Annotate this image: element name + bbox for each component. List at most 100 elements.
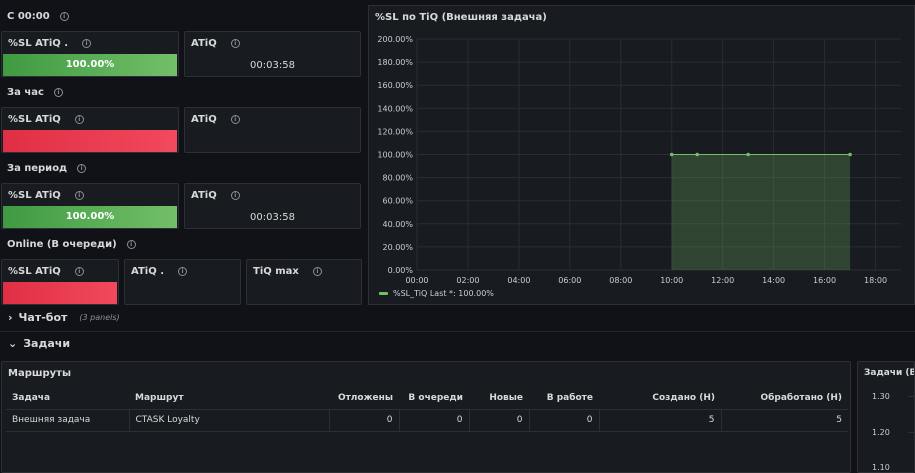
data-point <box>848 152 852 157</box>
row-panel-count: (3 panels) <box>79 313 120 322</box>
info-icon[interactable]: i <box>230 115 240 124</box>
panel-header: ATiQ . i <box>131 266 187 277</box>
column-header[interactable]: Задача <box>6 387 129 410</box>
routes-panel[interactable]: Маршруты Задача Маршрут Отложены В очере… <box>1 361 851 473</box>
stat-atiq-since[interactable]: ATiQ i 00:03:58 <box>184 31 361 77</box>
y-tick-label: 1.10 <box>872 463 890 472</box>
info-icon[interactable]: i <box>230 39 240 48</box>
column-header[interactable]: Создано (Н) <box>599 387 721 410</box>
y-tick-label: 1.30 <box>872 392 890 401</box>
info-icon[interactable]: i <box>230 191 240 200</box>
panel-title: %SL ATiQ <box>8 190 61 201</box>
panel-title: ATiQ . <box>131 266 164 277</box>
routes-table: Задача Маршрут Отложены В очереди Новые … <box>6 387 848 432</box>
legend-swatch <box>379 292 388 295</box>
info-icon[interactable]: i <box>74 191 84 200</box>
info-icon[interactable]: i <box>59 12 69 21</box>
info-icon[interactable]: i <box>178 267 187 276</box>
table-cell: 0 <box>399 409 470 432</box>
section-title: Online (В очереди) <box>7 239 117 250</box>
x-tick-label: 04:00 <box>507 276 530 285</box>
column-header[interactable]: Новые <box>469 387 529 410</box>
y-tick-label: 120.00% <box>377 127 413 136</box>
divider <box>0 331 915 332</box>
legend-label: %SL_TiQ Last *: 100.00% <box>393 289 494 298</box>
table-cell: 0 <box>469 409 530 432</box>
info-icon[interactable]: i <box>77 164 87 173</box>
column-header[interactable]: В очереди <box>399 387 469 410</box>
section-period: За период i <box>7 163 87 174</box>
section-title: За период <box>7 163 68 174</box>
row-tasks[interactable]: ⌄ Задачи <box>8 337 70 350</box>
data-point <box>669 152 674 157</box>
info-icon[interactable]: i <box>53 88 63 97</box>
chevron-right-icon: › <box>8 311 13 324</box>
info-icon[interactable]: i <box>74 267 84 276</box>
section-title: С 00:00 <box>7 11 50 22</box>
panel-header: %SL ATiQ i <box>8 190 84 201</box>
table-cell: 0 <box>529 409 600 432</box>
sl-chart-panel[interactable]: %SL по TiQ (Внешняя задача) 200.00% 180.0… <box>368 5 915 305</box>
atiq-value: 00:03:58 <box>250 60 295 71</box>
table-cell: CTASK Loyalty <box>129 409 330 432</box>
column-header[interactable]: Маршрут <box>129 387 329 410</box>
row-chatbot[interactable]: › Чат-бот (3 panels) <box>8 311 120 324</box>
y-tick-label: 140.00% <box>377 104 413 113</box>
panel-title: ATiQ <box>191 114 217 125</box>
sl-bar <box>3 282 117 304</box>
info-icon[interactable]: i <box>126 240 136 249</box>
stat-atiq-hour[interactable]: ATiQ i <box>184 107 361 153</box>
x-tick-label: 06:00 <box>558 276 581 285</box>
row-title: Задачи <box>23 337 71 350</box>
table-cell: 5 <box>599 409 722 432</box>
series-area <box>671 154 851 270</box>
panel-title: %SL ATiQ . <box>8 38 69 49</box>
info-icon[interactable]: i <box>312 267 322 276</box>
stat-atiq-period[interactable]: ATiQ i 00:03:58 <box>184 183 361 229</box>
table-cell: 5 <box>721 409 848 432</box>
section-last-hour: За час i <box>7 87 63 98</box>
y-tick-label: 20.00% <box>382 243 413 252</box>
column-header[interactable]: Отложены <box>329 387 399 410</box>
grid-line <box>908 432 914 433</box>
y-tick-label: 180.00% <box>377 58 413 67</box>
sl-bar: 100.00% <box>3 206 177 228</box>
panel-title: ATiQ <box>191 190 217 201</box>
x-tick-label: 08:00 <box>609 276 632 285</box>
table-header-row: Задача Маршрут Отложены В очереди Новые … <box>6 387 848 410</box>
info-icon[interactable]: i <box>74 115 84 124</box>
y-tick-label: 40.00% <box>382 220 413 229</box>
sl-bar: 100.00% <box>3 54 177 76</box>
stat-sl-online[interactable]: %SL ATiQ i <box>1 259 119 305</box>
tasks-side-panel[interactable]: Задачи (Вне 1.30 1.20 1.10 <box>857 361 915 473</box>
panel-title: %SL ATiQ <box>8 114 61 125</box>
y-tick-label: 1.20 <box>872 428 890 437</box>
y-tick-label: 100.00% <box>377 151 413 160</box>
data-point <box>695 152 700 157</box>
stat-atiq-online[interactable]: ATiQ . i <box>124 259 241 305</box>
stat-sl-period[interactable]: %SL ATiQ i 100.00% <box>1 183 179 229</box>
y-tick-label: 200.00% <box>377 35 413 44</box>
panel-title: %SL ATiQ <box>8 266 61 277</box>
section-since-midnight: С 00:00 i <box>7 11 69 22</box>
panel-header: ATiQ i <box>191 190 240 201</box>
grid-line <box>908 396 914 397</box>
stat-sl-hour[interactable]: %SL ATiQ i <box>1 107 179 153</box>
data-point <box>746 152 750 157</box>
panel-header: %SL ATiQ i <box>8 266 84 277</box>
column-header[interactable]: Обработано (Н) <box>721 387 848 410</box>
x-tick-label: 02:00 <box>456 276 479 285</box>
stat-tiq-max[interactable]: TiQ max i <box>246 259 362 305</box>
info-icon[interactable]: i <box>82 39 92 48</box>
stat-sl-since[interactable]: %SL ATiQ . i 100.00% <box>1 31 179 77</box>
panel-header: ATiQ i <box>191 114 240 125</box>
table-row[interactable]: Внешняя задача CTASK Loyalty 0 0 0 0 5 5 <box>6 409 848 432</box>
column-header[interactable]: В работе <box>529 387 599 410</box>
section-title: За час <box>7 87 44 98</box>
y-tick-label: 60.00% <box>382 197 413 206</box>
panel-header: %SL ATiQ . i <box>8 38 92 49</box>
y-tick-label: 80.00% <box>382 174 413 183</box>
panel-header: TiQ max i <box>253 266 322 277</box>
panel-header: ATiQ i <box>191 38 240 49</box>
panel-title: ATiQ <box>191 38 217 49</box>
